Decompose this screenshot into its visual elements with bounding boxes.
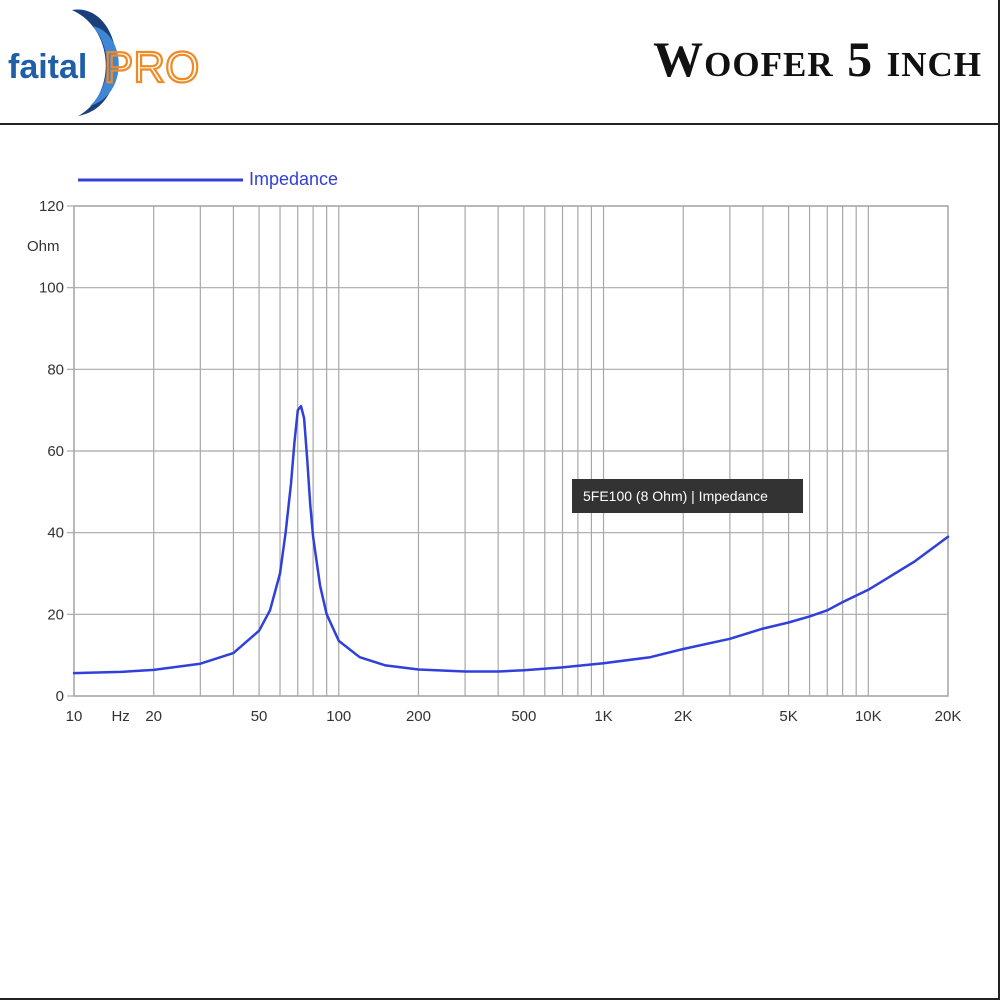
- tooltip-text: 5FE100 (8 Ohm) | Impedance: [583, 488, 768, 504]
- x-tick-label: 10: [66, 708, 83, 725]
- x-tick-label: 5K: [779, 708, 797, 725]
- y-tick-label: 40: [47, 525, 64, 542]
- legend-label-impedance: Impedance: [249, 169, 338, 189]
- logo-text-pro: PRO: [104, 43, 199, 92]
- y-tick-label: 80: [47, 361, 64, 378]
- faital-pro-logo: faital PRO: [8, 9, 200, 117]
- x-tick-label: 50: [251, 708, 268, 725]
- y-axis-label: Ohm: [27, 238, 60, 255]
- x-tick-label: 20: [145, 708, 162, 725]
- logo-text-faital: faital: [8, 48, 87, 86]
- x-tick-labels: 10 20 50 100 200 500 1K 2K 5K 10K 20K: [66, 708, 962, 725]
- y-tick-label: 0: [56, 688, 64, 705]
- y-tick-label: 120: [39, 198, 64, 215]
- y-tick-label: 60: [47, 443, 64, 460]
- x-tick-label: 2K: [674, 708, 692, 725]
- x-tick-label: 100: [326, 708, 351, 725]
- impedance-chart: 0 20 40 60 80 100 120 Ohm 10 20 50 100 200 500 1K 2K 5…: [27, 169, 962, 725]
- y-tick-label: 100: [39, 280, 64, 297]
- x-tick-label: 10K: [855, 708, 882, 725]
- x-tick-label: 200: [406, 708, 431, 725]
- logo-swoosh-light: [90, 26, 119, 106]
- horizontal-gridlines: [74, 205, 948, 697]
- page-header: faital PRO Woofer 5 inch: [0, 0, 1000, 125]
- tooltip: 5FE100 (8 Ohm) | Impedance: [572, 479, 803, 513]
- legend: Impedance: [78, 169, 338, 189]
- y-tick-labels: 0 20 40 60 80 100 120: [39, 198, 74, 705]
- x-unit-tick-label: Hz: [111, 708, 129, 725]
- x-tick-label: 1K: [594, 708, 612, 725]
- page-title: Woofer 5 inch: [653, 31, 982, 87]
- x-tick-label: 20K: [935, 708, 962, 725]
- x-tick-label: 500: [511, 708, 536, 725]
- tooltip-box: [572, 479, 803, 513]
- y-tick-label: 20: [47, 606, 64, 623]
- impedance-series-line: [72, 404, 950, 675]
